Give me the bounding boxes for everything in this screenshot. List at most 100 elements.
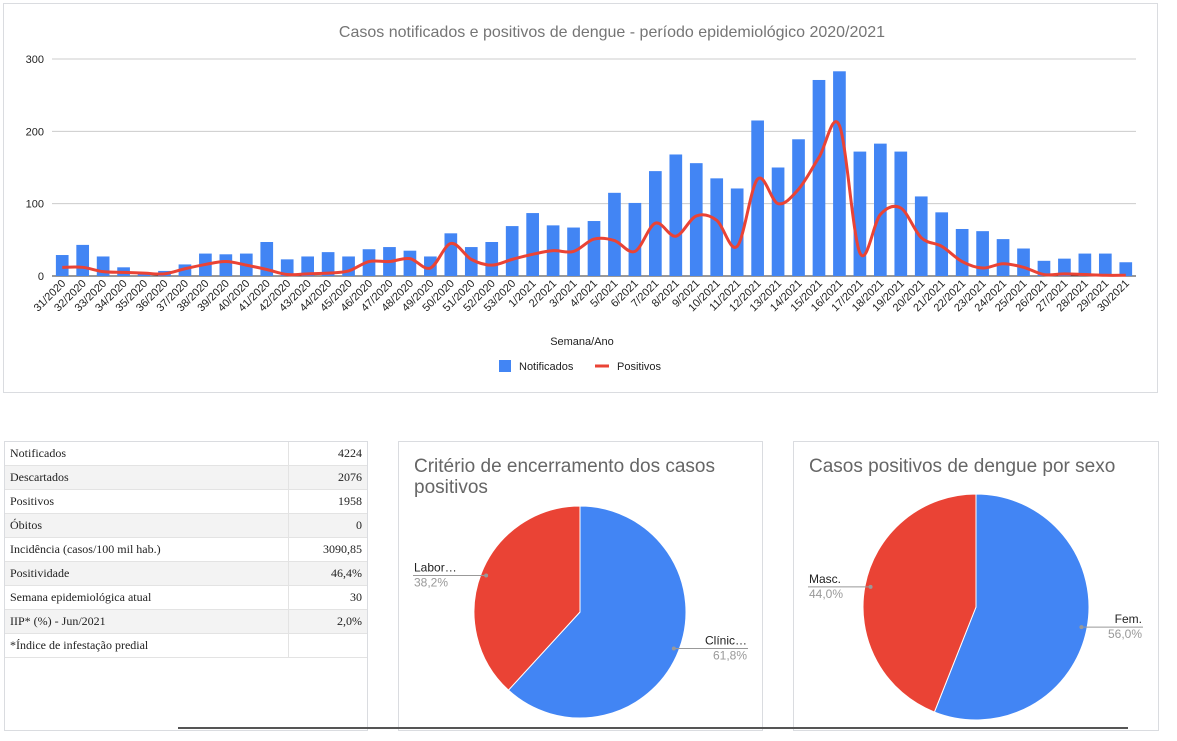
bar-notificados — [1078, 253, 1092, 276]
row-label: IIP* (%) - Jun/2021 — [5, 609, 289, 634]
pie-leader-dot — [868, 584, 873, 589]
bar-notificados — [935, 212, 949, 276]
pie-leader-dot — [484, 573, 489, 578]
bar-notificados — [55, 255, 69, 276]
bar-notificados — [669, 154, 683, 276]
main-chart-panel: Casos notificados e positivos de dengue … — [3, 3, 1158, 393]
bar-notificados — [751, 120, 764, 276]
pie-slice-percent: 61,8% — [713, 648, 747, 662]
row-value: 46,4% — [288, 561, 367, 586]
y-tick-label: 300 — [26, 54, 44, 66]
row-label: *Índice de infestação predial — [5, 633, 289, 658]
bar-notificados — [1119, 262, 1133, 276]
row-label: Incidência (casos/100 mil hab.) — [5, 537, 289, 562]
y-tick-label: 200 — [26, 126, 44, 138]
table-row: Incidência (casos/100 mil hab.) 3090,85 — [5, 537, 367, 562]
bar-notificados — [76, 244, 90, 276]
bar-notificados — [833, 71, 846, 277]
table-row: Positivos 1958 — [5, 489, 367, 514]
pie-slice-label: Fem. — [1115, 612, 1142, 626]
table-row: IIP* (%) - Jun/2021 2,0% — [5, 609, 367, 634]
bar-notificados — [1037, 260, 1051, 276]
table-row: Óbitos 0 — [5, 513, 367, 538]
y-tick-label: 0 — [38, 271, 44, 283]
table-row: Descartados 2076 — [5, 465, 367, 490]
pie-slice-label: Labor… — [414, 561, 457, 575]
bar-notificados — [608, 192, 621, 276]
bar-notificados — [873, 143, 887, 276]
bar-notificados — [812, 79, 826, 276]
row-value: 2,0% — [288, 609, 367, 634]
pie-slice-percent: 56,0% — [1108, 627, 1142, 641]
pie-slice-percent: 38,2% — [414, 576, 448, 590]
row-label: Óbitos — [5, 513, 289, 538]
bottom-divider — [178, 727, 1128, 729]
criteria-pie-panel: Critério de encerramento dos casos posit… — [398, 441, 763, 731]
bar-notificados — [771, 167, 785, 276]
pie-slice-label: Clínic… — [705, 633, 747, 647]
sex-pie-title: Casos positivos de dengue por sexo — [809, 456, 1116, 477]
pie-slice-label: Masc. — [809, 572, 841, 586]
row-value: 0 — [288, 513, 367, 538]
x-axis-label: Semana/Ano — [550, 336, 614, 348]
row-value: 3090,85 — [288, 537, 367, 562]
bar-notificados — [526, 213, 539, 276]
pie-slice-percent: 44,0% — [809, 587, 843, 601]
pie-leader-dot — [1079, 625, 1084, 630]
bar-notificados — [485, 242, 499, 276]
row-label: Positivos — [5, 489, 289, 514]
legend-label-positivos: Positivos — [617, 361, 662, 373]
summary-table: Notificados 4224 Descartados 2076 Positivos 1… — [5, 442, 367, 658]
row-value: 2076 — [288, 465, 367, 490]
bar-notificados — [976, 231, 989, 276]
criteria-pie-title: Critério de encerramento dos casos posit… — [414, 456, 715, 498]
bar-notificados — [1098, 253, 1112, 276]
summary-table-panel: Notificados 4224 Descartados 2076 Positivos 1… — [4, 441, 368, 731]
bar-notificados — [996, 239, 1010, 276]
bar-notificados — [321, 252, 335, 276]
bar-notificados — [444, 233, 458, 276]
row-value: 30 — [288, 585, 367, 610]
bar-notificados — [710, 178, 724, 276]
bar-notificados — [853, 151, 867, 276]
row-label: Descartados — [5, 465, 289, 490]
legend-swatch-notificados — [499, 360, 511, 372]
bar-notificados — [403, 250, 417, 276]
line-positivos — [62, 120, 1126, 277]
pie-slice — [473, 505, 581, 691]
sex-pie-panel: Casos positivos de dengue por sexo Fem. 5… — [793, 441, 1159, 731]
row-value: 4224 — [288, 442, 367, 466]
table-row: Positividade 46,4% — [5, 561, 367, 586]
table-row: Notificados 4224 — [5, 442, 367, 466]
bar-notificados — [689, 163, 703, 276]
pie-leader-dot — [671, 646, 676, 651]
y-tick-label: 100 — [26, 199, 44, 211]
bar-notificados — [730, 188, 744, 276]
pie-slice — [933, 493, 1090, 721]
pie-slice — [507, 505, 687, 719]
cases-combo-chart: Casos notificados e positivos de dengue … — [26, 24, 1136, 373]
bar-notificados — [628, 202, 642, 276]
table-row: Semana epidemiológica atual 30 — [5, 585, 367, 610]
row-value: 1958 — [288, 489, 367, 514]
sex-pie-chart: Fem.56,0% Masc.44,0% — [808, 493, 1143, 721]
row-label: Positividade — [5, 561, 289, 586]
bar-notificados — [1058, 258, 1071, 276]
pie-slice — [862, 493, 977, 713]
bar-notificados — [955, 228, 969, 276]
bar-notificados — [587, 221, 601, 276]
bar-notificados — [792, 139, 805, 276]
bar-notificados — [280, 259, 294, 276]
bar-notificados — [301, 256, 315, 276]
bar-notificados — [464, 247, 478, 276]
bar-notificados — [219, 254, 233, 276]
chart-title: Casos notificados e positivos de dengue … — [339, 24, 885, 41]
bar-notificados — [894, 151, 908, 276]
row-label: Notificados — [5, 442, 289, 466]
table-row: *Índice de infestação predial — [5, 633, 367, 658]
bar-notificados — [505, 226, 519, 276]
row-value — [288, 633, 367, 658]
row-label: Semana epidemiológica atual — [5, 585, 289, 610]
legend-label-notificados: Notificados — [519, 361, 574, 373]
criteria-pie-chart: Clínic…61,8% Labor…38,2% — [413, 505, 748, 719]
